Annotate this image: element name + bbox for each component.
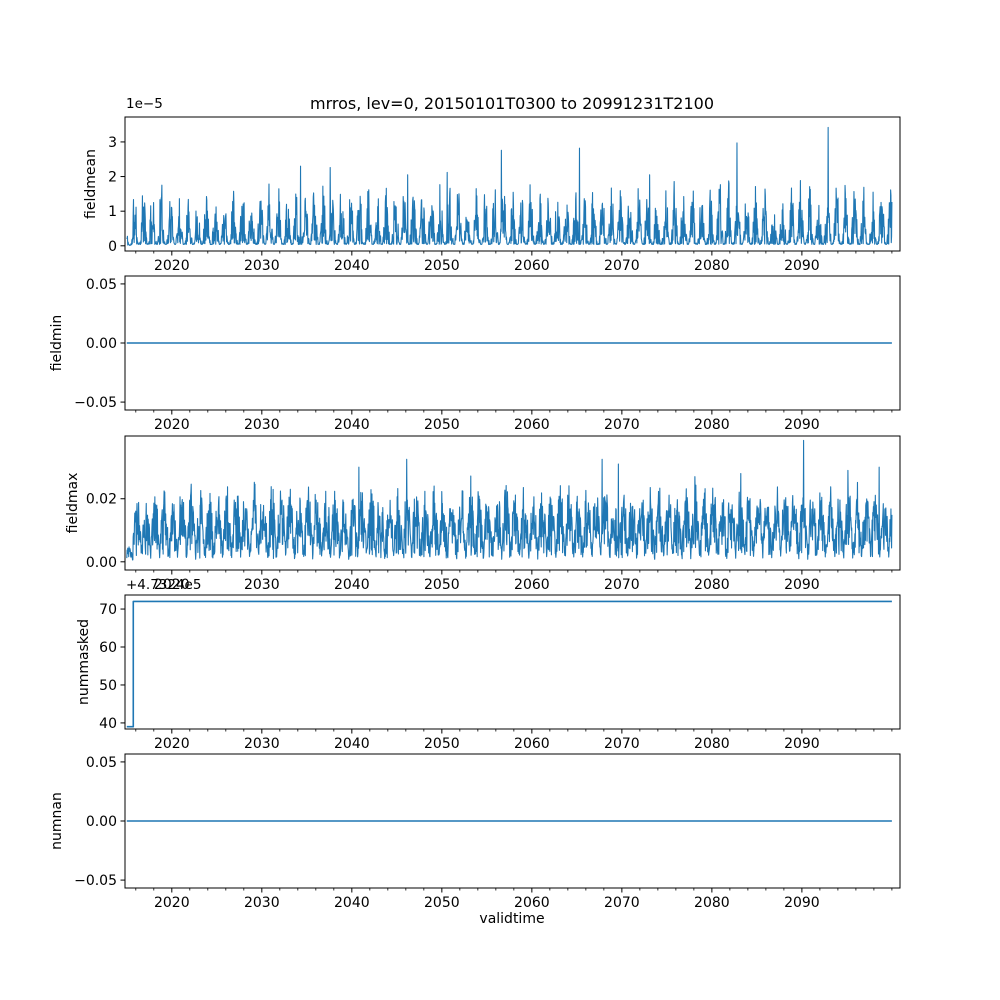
y-tick-label: 0.00 <box>86 336 117 352</box>
x-tick-label: 2070 <box>604 577 640 593</box>
panel-fieldmean: 2020 2030 2040 2050 2060 2070 2080 2090 0 1 2 3 <box>108 116 901 274</box>
x-tick-label: 2030 <box>244 895 280 911</box>
x-tick-label: 2030 <box>244 577 280 593</box>
x-tick-label: 2070 <box>604 895 640 911</box>
x-tick-label: 2050 <box>424 736 460 752</box>
x-tick-label: 2080 <box>694 417 730 433</box>
x-tick-label: 2020 <box>154 577 190 593</box>
y-tick-label: 0 <box>108 239 117 255</box>
x-tick-label: 2070 <box>604 258 640 274</box>
axes-spines <box>124 116 901 252</box>
y-tick-label: 0.05 <box>86 755 117 771</box>
x-tick-label: 2060 <box>514 895 550 911</box>
y-axis-label-numnan: numnan <box>49 792 65 850</box>
y-tick-label: 70 <box>99 602 117 618</box>
y-tick-label: 0.00 <box>86 814 117 830</box>
panel-fieldmin: 2020 2030 2040 2050 2060 2070 2080 2090 −0.05 0.0… <box>74 275 901 433</box>
x-tick-label: 2050 <box>424 895 460 911</box>
y-tick-label: 3 <box>108 135 117 151</box>
x-tick-label: 2020 <box>154 895 190 911</box>
x-tick-label: 2040 <box>334 736 370 752</box>
y-axis-label-fieldmax: fieldmax <box>65 472 81 534</box>
x-tick-label: 2020 <box>154 736 190 752</box>
x-tick-label: 2050 <box>424 258 460 274</box>
x-tick-label: 2040 <box>334 258 370 274</box>
series-line-fieldmean <box>126 126 893 246</box>
x-tick-label: 2030 <box>244 736 280 752</box>
x-tick-label: 2070 <box>604 736 640 752</box>
y-offset-text-nummasked: +4.7324e5 <box>126 577 202 593</box>
y-offset-text-fieldmean: 1e−5 <box>126 96 163 112</box>
x-tick-label: 2060 <box>514 258 550 274</box>
x-tick-label: 2070 <box>604 417 640 433</box>
y-axis-label-fieldmean: fieldmean <box>83 149 99 219</box>
x-tick-label: 2080 <box>694 895 730 911</box>
x-tick-label: 2080 <box>694 736 730 752</box>
series-line-fieldmax <box>126 439 893 561</box>
y-axis-label-fieldmin: fieldmin <box>49 314 65 372</box>
panel-nummasked: 2020 2030 2040 2050 2060 2070 2080 2090 40 50 60 70 <box>99 594 901 752</box>
panel-fieldmax: 2020 2030 2040 2050 2060 2070 2080 2090 0.00 0.02 <box>86 435 901 593</box>
x-tick-label: 2040 <box>334 417 370 433</box>
x-tick-label: 2090 <box>784 258 820 274</box>
x-tick-label: 2050 <box>424 577 460 593</box>
y-tick-label: −0.05 <box>74 873 117 889</box>
x-tick-label: 2020 <box>154 258 190 274</box>
x-tick-label: 2090 <box>784 417 820 433</box>
y-tick-label: 0.00 <box>86 555 117 571</box>
x-tick-label: 2090 <box>784 577 820 593</box>
x-tick-label: 2030 <box>244 258 280 274</box>
x-tick-label: 2050 <box>424 417 460 433</box>
x-tick-label: 2090 <box>784 895 820 911</box>
y-tick-label: 60 <box>99 640 117 656</box>
x-axis-label: validtime <box>479 911 545 927</box>
x-tick-label: 2090 <box>784 736 820 752</box>
x-tick-label: 2080 <box>694 577 730 593</box>
y-tick-label: 2 <box>108 170 117 186</box>
panel-numnan: 2020 2030 2040 2050 2060 2070 2080 2090 −0.05 0.0… <box>74 753 901 911</box>
x-tick-label: 2030 <box>244 417 280 433</box>
x-tick-label: 2020 <box>154 417 190 433</box>
x-tick-label: 2060 <box>514 577 550 593</box>
y-tick-label: 1 <box>108 204 117 220</box>
x-tick-label: 2040 <box>334 895 370 911</box>
axes-spines <box>124 594 901 730</box>
y-tick-label: 40 <box>99 716 117 732</box>
x-tick-label: 2060 <box>514 417 550 433</box>
axes-spines <box>124 435 901 571</box>
chart-title: mrros, lev=0, 20150101T0300 to 20991231T… <box>309 94 715 113</box>
y-tick-label: 50 <box>99 678 117 694</box>
y-tick-label: 0.05 <box>86 277 117 293</box>
x-tick-label: 2060 <box>514 736 550 752</box>
y-tick-label: −0.05 <box>74 395 117 411</box>
y-tick-label: 0.02 <box>86 492 117 508</box>
x-tick-label: 2080 <box>694 258 730 274</box>
y-axis-label-nummasked: nummasked <box>76 618 92 706</box>
x-tick-label: 2040 <box>334 577 370 593</box>
series-line-nummasked <box>126 600 892 728</box>
